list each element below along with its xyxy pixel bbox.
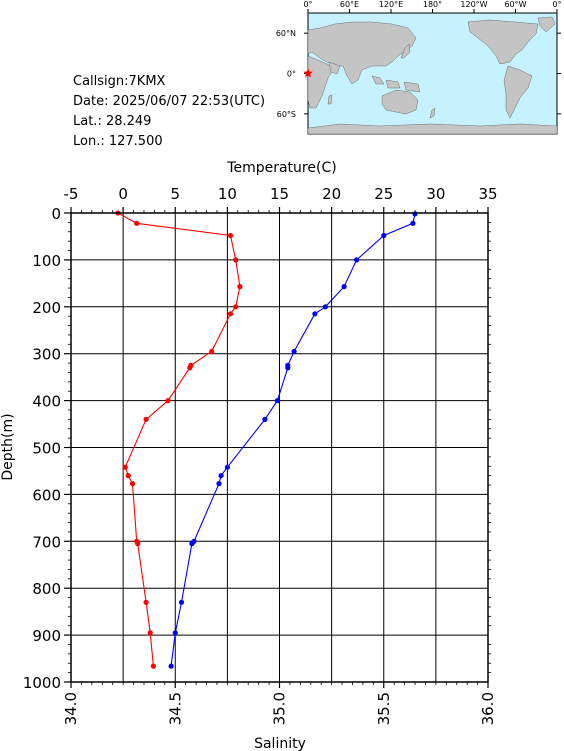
temperature-tick-labels: -5 0 5 10 15 20 25 30 35 xyxy=(64,185,498,203)
temperature-point xyxy=(147,630,153,636)
depth-tick-label: 800 xyxy=(32,580,61,598)
map-lat-label: 60°N xyxy=(276,29,296,38)
salinity-point xyxy=(291,348,297,354)
salinity-tick-label: 35.0 xyxy=(271,692,289,725)
salinity-point xyxy=(354,257,360,263)
temperature-point xyxy=(165,398,171,404)
salinity-point xyxy=(312,311,318,317)
temperature-tick-label: 35 xyxy=(478,185,497,203)
depth-tick-label: 600 xyxy=(32,486,61,504)
temperature-point xyxy=(143,599,149,605)
temperature-point xyxy=(227,232,234,239)
depth-tick-label: 900 xyxy=(32,627,61,645)
chart-series xyxy=(115,210,418,669)
temperature-point xyxy=(233,257,239,263)
callsign-text: Callsign:7KMX xyxy=(73,74,166,89)
salinity-point xyxy=(410,220,416,226)
map-lon-label: 180° xyxy=(423,0,442,9)
depth-tick-label: 1000 xyxy=(23,674,61,692)
salinity-point xyxy=(178,599,185,605)
temperature-profile-line xyxy=(117,212,241,667)
map-lon-label: 120°W xyxy=(460,0,487,9)
temperature-tick-label: 30 xyxy=(426,185,445,203)
salinity-point xyxy=(285,365,291,371)
map-lon-label: 60°W xyxy=(504,0,526,9)
map-longitude-labels: 0° 60°E 120°E 180° 120°W 60°W 0° xyxy=(303,0,561,9)
salinity-point xyxy=(216,481,222,487)
depth-tick-label: 300 xyxy=(32,346,61,364)
salinity-tick-labels: 34.0 34.5 35.0 35.5 36.0 xyxy=(62,692,497,725)
salinity-point xyxy=(224,464,230,470)
salinity-point xyxy=(412,211,418,217)
temperature-point xyxy=(233,304,239,310)
temperature-point xyxy=(134,220,140,226)
depth-axis-label: Depth(m) xyxy=(0,413,16,480)
map-latitude-labels: 60°N 0° 60°S xyxy=(276,29,296,119)
temperature-tick-label: -5 xyxy=(64,185,79,203)
salinity-tick-label: 35.5 xyxy=(375,692,393,725)
station-marker-icon xyxy=(303,68,313,78)
depth-tick-label: 400 xyxy=(32,393,61,411)
depth-tick-label: 500 xyxy=(32,440,61,458)
temperature-point xyxy=(150,663,156,669)
salinity-axis-label: Salinity xyxy=(254,736,306,751)
map-lat-label: 60°S xyxy=(277,110,296,119)
salinity-tick-label: 34.5 xyxy=(166,692,184,725)
salinity-point xyxy=(172,630,178,636)
salinity-point xyxy=(274,398,280,404)
plot-frame xyxy=(70,212,489,683)
temperature-point xyxy=(135,541,141,547)
world-map: 0° 60°E 120°E 180° 120°W 60°W 0° 60°N 0° 60°S xyxy=(276,0,562,135)
depth-tick-labels: 0 100 200 300 400 500 600 700 800 900 1000 xyxy=(23,205,61,692)
temperature-axis-label: Temperature(C) xyxy=(226,160,336,176)
temperature-tick-label: 15 xyxy=(270,185,289,203)
temperature-point xyxy=(125,473,131,479)
salinity-point xyxy=(341,284,347,290)
depth-tick-label: 700 xyxy=(32,533,61,551)
depth-tick-label: 200 xyxy=(32,299,61,317)
temperature-tick-label: 25 xyxy=(374,185,393,203)
salinity-point xyxy=(218,473,224,479)
salinity-point xyxy=(189,541,195,547)
salinity-point xyxy=(322,304,328,310)
map-lon-label: 0° xyxy=(303,0,312,9)
temperature-tick-label: 5 xyxy=(170,185,180,203)
map-land xyxy=(307,16,558,135)
temperature-point xyxy=(129,481,136,487)
salinity-point xyxy=(381,232,387,239)
temperature-point xyxy=(187,365,193,371)
depth-tick-label: 0 xyxy=(51,205,61,223)
temperature-point xyxy=(122,464,128,470)
temperature-tick-label: 0 xyxy=(118,185,128,203)
station-marker-star xyxy=(303,68,313,78)
temperature-point xyxy=(227,311,234,317)
salinity-profile-line xyxy=(170,213,416,667)
map-lat-label: 0° xyxy=(287,70,296,79)
temperature-tick-label: 10 xyxy=(218,185,237,203)
salinity-point xyxy=(168,663,174,669)
latitude-text: Lat.: 28.249 xyxy=(73,114,152,129)
depth-tick-label: 100 xyxy=(32,252,61,270)
date-text: Date: 2025/06/07 22:53(UTC) xyxy=(73,94,266,109)
temperature-point xyxy=(237,284,243,290)
map-lon-label: 0° xyxy=(552,0,561,9)
map-lon-label: 60°E xyxy=(340,0,359,9)
map-graticule-ticks xyxy=(304,9,561,115)
temperature-point xyxy=(143,416,149,422)
salinity-tick-label: 36.0 xyxy=(479,692,497,725)
salinity-tick-label: 34.0 xyxy=(62,692,80,725)
temperature-tick-label: 20 xyxy=(322,185,341,203)
longitude-text: Lon.: 127.500 xyxy=(73,134,163,149)
map-lon-label: 120°E xyxy=(379,0,403,9)
salinity-point xyxy=(262,416,268,422)
temperature-point xyxy=(209,348,215,354)
